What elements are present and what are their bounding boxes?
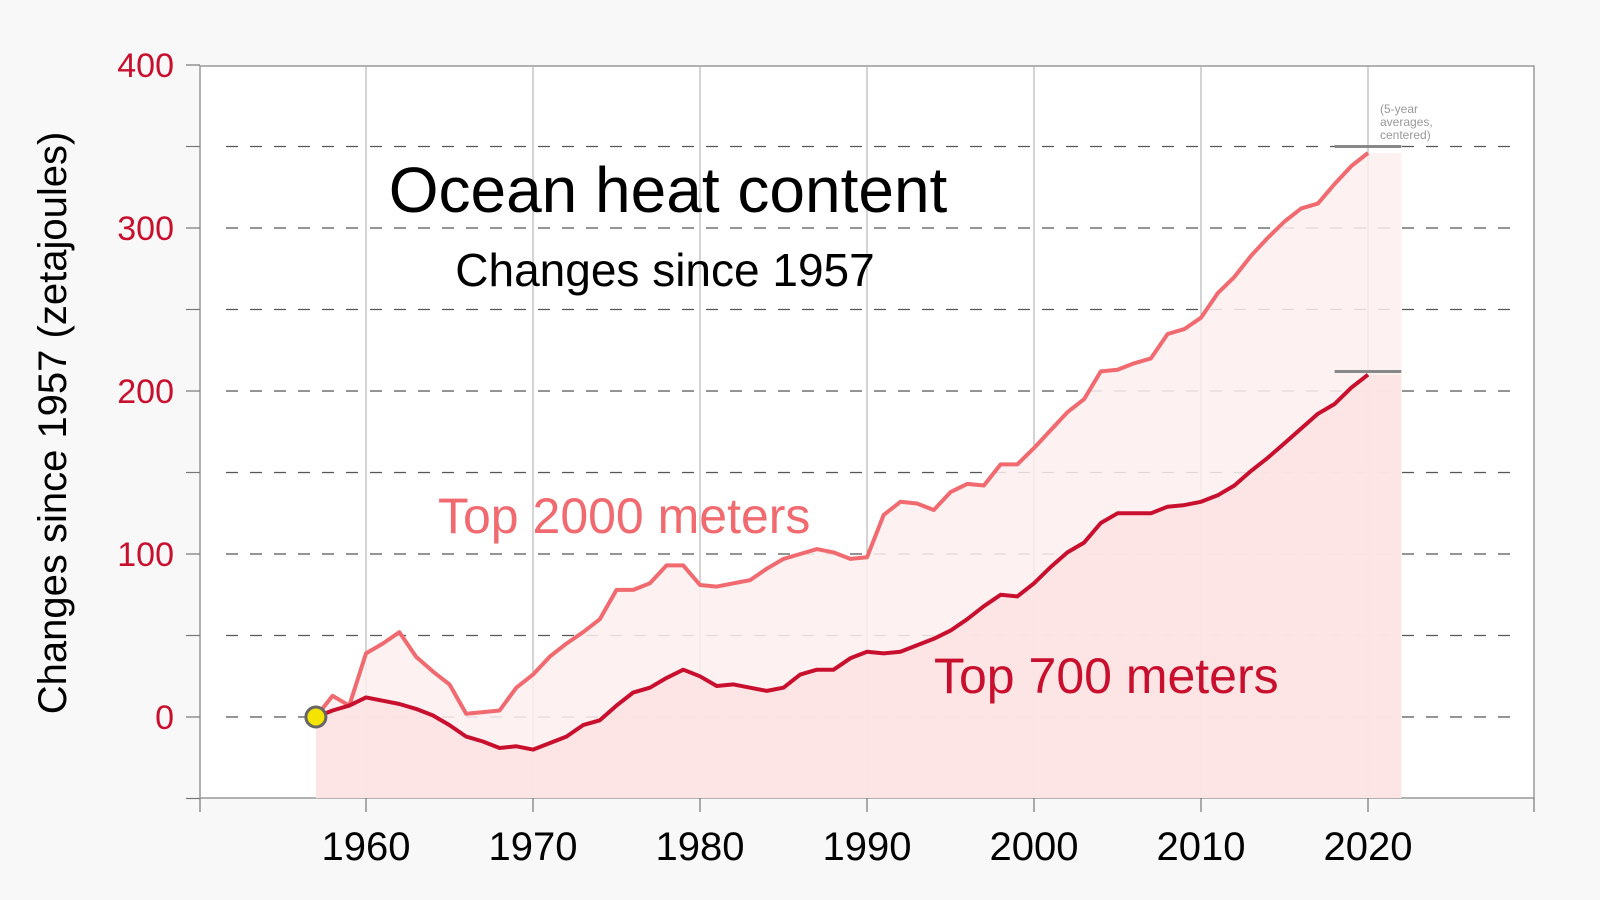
series-label-top2000: Top 2000 meters [438,488,810,544]
y-axis-label: Changes since 1957 (zetajoules) [31,132,75,715]
note-line-1: (5-year [1380,102,1418,116]
y-tick-label: 400 [117,47,174,85]
y-tick-labels: 0 100 200 300 400 [117,47,174,737]
note-line-3: centered) [1380,128,1431,142]
x-tick-labels: 1960 1970 1980 1990 2000 2010 2020 [322,825,1413,869]
y-tick-label: 100 [117,536,174,574]
chart-subtitle: Changes since 1957 [455,244,874,296]
fill-top700 [315,374,1402,798]
series-label-top700: Top 700 meters [934,648,1279,704]
line-top700 [315,373,1370,752]
chart-title: Ocean heat content [389,154,948,226]
x-tick-label: 1960 [322,825,411,869]
x-tick-label: 1970 [489,825,578,869]
series-fills [315,153,1402,798]
x-tick-label: 2000 [990,825,1079,869]
line-top2000 [314,151,1370,719]
series-markers [304,705,328,729]
y-tick-label: 300 [117,210,174,248]
averaging-note: (5-year averages, centered) [1380,102,1433,142]
x-tick-label: 1980 [656,825,745,869]
series-lines [314,145,1402,752]
x-tick-label: 1990 [823,825,912,869]
y-tick-label: 200 [117,373,174,411]
x-tick-label: 2020 [1324,825,1413,869]
x-tick-label: 2010 [1157,825,1246,869]
y-tick-label: 0 [155,699,174,737]
start-point-marker [304,705,328,729]
note-line-2: averages, [1380,115,1433,129]
